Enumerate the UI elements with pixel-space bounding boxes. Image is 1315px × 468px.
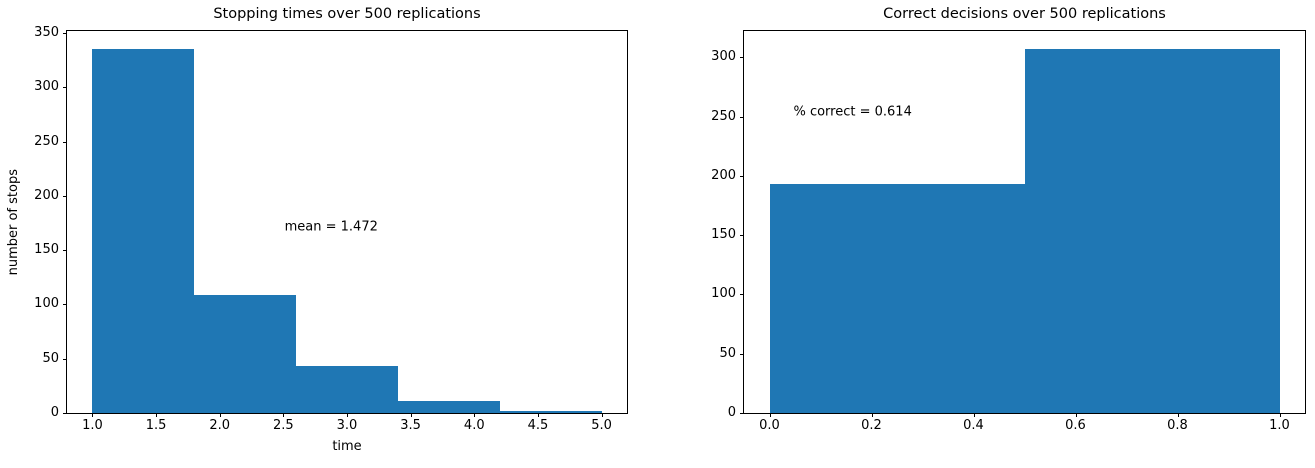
x-tick-label: 2.0 — [209, 418, 231, 433]
x-tick-mark — [347, 413, 348, 417]
x-tick-mark — [410, 413, 412, 417]
x-tick-label: 1.0 — [82, 418, 103, 433]
histogram-bar — [397, 401, 500, 413]
x-tick-mark — [219, 413, 221, 417]
y-tick-mark — [63, 304, 67, 306]
x-tick-label: 2.5 — [273, 418, 294, 433]
x-tick-mark — [283, 413, 285, 417]
y-tick-mark — [63, 250, 67, 252]
y-tick-label: 0 — [50, 404, 59, 420]
y-tick-label: 100 — [711, 286, 736, 302]
mean-annotation: mean = 1.472 — [284, 219, 378, 235]
left-chart-xlabel: time — [332, 439, 362, 454]
x-tick-label: 0.8 — [1167, 418, 1188, 433]
y-tick-mark — [63, 358, 67, 360]
percent-correct-annotation: % correct = 0.614 — [793, 104, 912, 120]
x-tick-mark — [1279, 413, 1281, 417]
x-tick-label: 5.0 — [591, 418, 612, 433]
y-tick-mark — [740, 353, 744, 355]
y-tick-label: 350 — [34, 24, 59, 40]
x-tick-label: 4.0 — [463, 418, 485, 433]
histogram-bar — [194, 294, 297, 413]
x-tick-label: 1.5 — [145, 418, 167, 433]
y-tick-label: 300 — [34, 79, 59, 95]
histogram-bar — [769, 184, 1025, 413]
y-tick-label: 150 — [711, 227, 736, 243]
x-tick-mark — [156, 413, 158, 417]
y-tick-mark — [740, 294, 744, 296]
x-tick-mark — [973, 413, 975, 417]
x-tick-label: 0.4 — [963, 418, 984, 433]
x-tick-mark — [769, 413, 771, 417]
right-chart-axes: % correct = 0.614 0.0 0.2 0.4 0.6 0.8 1.0 0 50 1… — [711, 30, 1306, 433]
histogram-bar — [1024, 49, 1280, 413]
histogram-bar — [92, 49, 195, 413]
y-tick-label: 300 — [711, 49, 736, 65]
left-chart-title: Stopping times over 500 replications — [213, 6, 481, 22]
x-tick-label: 0.2 — [861, 418, 882, 433]
x-tick-label: 3.5 — [400, 418, 421, 433]
y-tick-label: 50 — [719, 345, 736, 361]
y-tick-mark — [63, 141, 67, 143]
y-tick-mark — [740, 175, 744, 177]
y-tick-label: 0 — [727, 404, 736, 420]
histogram-bar — [499, 410, 602, 413]
x-tick-mark — [1177, 413, 1179, 417]
y-tick-mark — [63, 413, 67, 414]
x-tick-label: 0.0 — [759, 418, 780, 433]
y-tick-label: 50 — [42, 350, 59, 366]
x-tick-label: 0.6 — [1065, 418, 1086, 433]
x-tick-mark — [92, 413, 94, 417]
x-tick-label: 4.5 — [527, 418, 549, 433]
x-tick-label: 1.0 — [1269, 418, 1290, 433]
y-tick-label: 250 — [34, 133, 59, 149]
y-tick-mark — [740, 57, 744, 59]
left-chart-ylabel: number of stops — [5, 30, 22, 414]
x-tick-mark — [474, 413, 476, 417]
y-tick-label: 250 — [711, 108, 736, 124]
right-chart-title: Correct decisions over 500 replications — [883, 6, 1166, 22]
x-tick-mark — [537, 413, 539, 417]
x-tick-mark — [601, 413, 603, 417]
y-tick-mark — [740, 413, 744, 414]
y-tick-label: 200 — [711, 167, 736, 183]
y-tick-mark — [63, 195, 67, 197]
y-tick-mark — [63, 32, 67, 34]
x-tick-label: 3.0 — [336, 418, 358, 433]
y-tick-mark — [740, 116, 744, 118]
y-tick-label: 200 — [34, 187, 59, 203]
histogram-bar — [296, 366, 398, 413]
left-chart-axes: mean = 1.472 1.0 1.5 2.0 2.5 3.0 3.5 4.0 4.5 5.0… — [34, 25, 628, 433]
y-tick-mark — [63, 87, 67, 89]
x-tick-mark — [871, 413, 873, 417]
x-tick-mark — [1075, 413, 1077, 417]
y-tick-mark — [740, 235, 744, 237]
left-chart-ylabel-text: number of stops — [6, 168, 21, 276]
y-tick-label: 100 — [34, 296, 59, 312]
y-tick-label: 150 — [34, 241, 59, 257]
